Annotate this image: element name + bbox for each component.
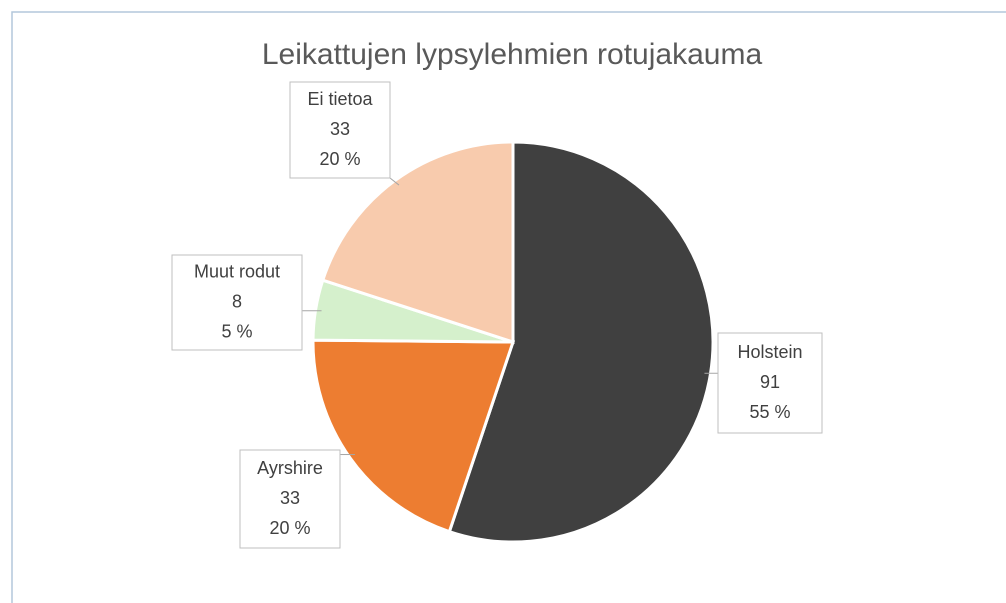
label-box xyxy=(239,449,341,549)
slice-name: Holstein xyxy=(737,342,802,362)
slice-value: 91 xyxy=(760,372,780,392)
label-box xyxy=(717,332,823,434)
slice-percent: 55 % xyxy=(749,402,790,422)
slice-percent: 5 % xyxy=(221,321,252,341)
slice-value: 33 xyxy=(330,119,350,139)
pie-slice xyxy=(320,140,515,345)
label-box xyxy=(171,254,303,351)
slice-percent: 20 % xyxy=(269,518,310,538)
slice-value: 33 xyxy=(280,488,300,508)
leader-line xyxy=(389,177,400,186)
pie-slice xyxy=(447,140,715,544)
slice-name: Muut rodut xyxy=(194,261,280,281)
chart-title: Leikattujen lypsylehmien rotujakauma xyxy=(262,38,763,71)
slice-name: Ayrshire xyxy=(257,458,323,478)
slice-value: 8 xyxy=(232,291,242,311)
label-box xyxy=(289,81,391,179)
slice-percent: 20 % xyxy=(319,149,360,169)
pie-slice xyxy=(311,338,516,534)
slice-name: Ei tietoa xyxy=(307,89,373,109)
